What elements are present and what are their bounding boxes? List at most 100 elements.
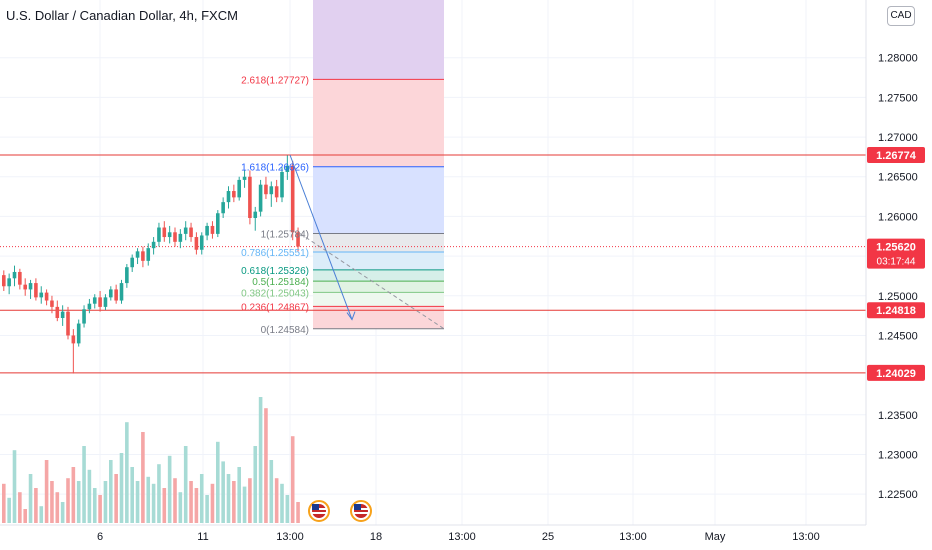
candle-body bbox=[23, 284, 27, 290]
price-tick-label: 1.27500 bbox=[878, 92, 918, 104]
bar-countdown: 03:17:44 bbox=[877, 257, 916, 268]
fib-level-label: 0.786(1.25551) bbox=[241, 248, 309, 259]
price-tick-label: 1.26500 bbox=[878, 172, 918, 184]
volume-bar bbox=[18, 492, 22, 523]
candle-body bbox=[71, 335, 76, 344]
volume-bar bbox=[98, 495, 102, 523]
volume-bar bbox=[125, 422, 129, 523]
time-tick-label: 18 bbox=[370, 531, 382, 543]
candle-body bbox=[274, 186, 279, 198]
candle-body bbox=[34, 283, 38, 298]
level-price-tag-bg bbox=[867, 302, 925, 319]
currency-button[interactable]: CAD bbox=[887, 6, 915, 26]
candle-body bbox=[285, 165, 290, 172]
volume-bar bbox=[162, 488, 167, 523]
candle-body bbox=[7, 278, 11, 287]
volume-bar bbox=[157, 464, 161, 523]
volume-bar bbox=[253, 446, 258, 523]
fib-level-label: 0.5(1.25184) bbox=[252, 277, 309, 288]
volume-bar bbox=[135, 481, 140, 523]
candle-body bbox=[119, 283, 124, 301]
volume-bar bbox=[34, 488, 38, 523]
fib-extension-levels[interactable]: 2.618(1.27727) 1.618(1.26626) 1(1.25784) 0.… bbox=[241, 75, 444, 336]
candle-body bbox=[232, 191, 236, 198]
current-price-tag-bg bbox=[867, 238, 925, 269]
price-tick-label: 1.27000 bbox=[878, 132, 918, 144]
candle-body bbox=[194, 237, 199, 250]
time-tick-label: 11 bbox=[197, 531, 208, 543]
candle-body bbox=[183, 227, 188, 234]
time-tick-label: 25 bbox=[542, 531, 554, 543]
economic-event-flag-icon[interactable] bbox=[308, 500, 330, 522]
candle-body bbox=[173, 232, 177, 242]
current-price-tag: 1.25620 bbox=[876, 242, 916, 254]
volume-bar bbox=[237, 467, 241, 523]
fib-level-label: 0(1.24584) bbox=[261, 325, 309, 336]
candle-body bbox=[146, 248, 151, 261]
projection-arrow[interactable] bbox=[289, 154, 445, 330]
volume-bar bbox=[151, 483, 156, 523]
fib-level-label: 0.382(1.25043) bbox=[241, 288, 309, 299]
volume-bar bbox=[60, 502, 65, 523]
volume-bar bbox=[50, 481, 54, 523]
time-tick-label: 13:00 bbox=[448, 531, 476, 543]
volume-bar bbox=[71, 467, 76, 523]
trend-dashed-line[interactable] bbox=[299, 233, 445, 330]
candlesticks bbox=[2, 155, 300, 374]
volume-bar bbox=[216, 441, 220, 523]
volume-bar bbox=[146, 476, 151, 523]
candle-body bbox=[2, 275, 6, 287]
candle-body bbox=[151, 241, 156, 249]
fib-zone bbox=[313, 292, 444, 307]
fib-zone bbox=[313, 306, 444, 329]
candle-body bbox=[205, 225, 209, 236]
volume-bar bbox=[55, 492, 60, 523]
fib-level-label: 1(1.25784) bbox=[261, 230, 309, 241]
volume-bar bbox=[2, 483, 6, 523]
candle-body bbox=[226, 191, 231, 203]
volume-bar bbox=[205, 495, 209, 523]
candle-body bbox=[167, 232, 172, 238]
horizontal-levels[interactable] bbox=[0, 154, 866, 374]
price-tick-label: 1.22500 bbox=[878, 489, 918, 501]
fib-level-label: 1.618(1.26626) bbox=[241, 163, 309, 174]
fib-zone bbox=[313, 79, 444, 167]
candle-body bbox=[28, 283, 33, 290]
fib-zone bbox=[313, 166, 444, 234]
volume-bar bbox=[221, 461, 225, 523]
time-axis[interactable]: 6 11 13:00 18 13:00 25 13:00 May 13:00 bbox=[0, 524, 866, 543]
candle-body bbox=[103, 297, 108, 307]
price-tick-label: 1.23500 bbox=[878, 410, 918, 422]
level-price-tag: 1.24818 bbox=[876, 305, 916, 317]
candle-body bbox=[280, 171, 284, 198]
volume-bar bbox=[178, 492, 183, 523]
volume-bar bbox=[280, 483, 284, 523]
candle-body bbox=[189, 227, 193, 238]
candle-body bbox=[98, 297, 102, 307]
volume-bar bbox=[210, 483, 215, 523]
time-tick-label: May bbox=[705, 531, 726, 543]
price-axis[interactable]: 1.280001.275001.270001.265001.260001.255… bbox=[865, 0, 918, 525]
volume-bar bbox=[232, 481, 236, 523]
fib-level-label: 0.236(1.24867) bbox=[241, 302, 309, 313]
volume-bar bbox=[189, 481, 193, 523]
candle-body bbox=[135, 251, 140, 258]
fib-zone bbox=[313, 252, 444, 270]
volume-bar bbox=[92, 488, 97, 523]
candle-body bbox=[76, 323, 81, 344]
candle-body bbox=[114, 289, 118, 301]
candle-body bbox=[178, 233, 183, 242]
candle-body bbox=[199, 235, 204, 250]
projection-line[interactable] bbox=[289, 154, 353, 320]
price-tick-label: 1.23000 bbox=[878, 449, 918, 461]
volume-bar bbox=[109, 460, 113, 523]
volume-bar bbox=[248, 478, 252, 523]
economic-event-flag-icon[interactable] bbox=[350, 500, 372, 522]
economic-events[interactable] bbox=[308, 500, 372, 522]
time-tick-label: 13:00 bbox=[276, 531, 304, 543]
volume-bar bbox=[7, 497, 11, 523]
candle-body bbox=[253, 211, 258, 219]
volume-bar bbox=[167, 455, 172, 523]
level-price-tag: 1.26774 bbox=[876, 150, 917, 162]
